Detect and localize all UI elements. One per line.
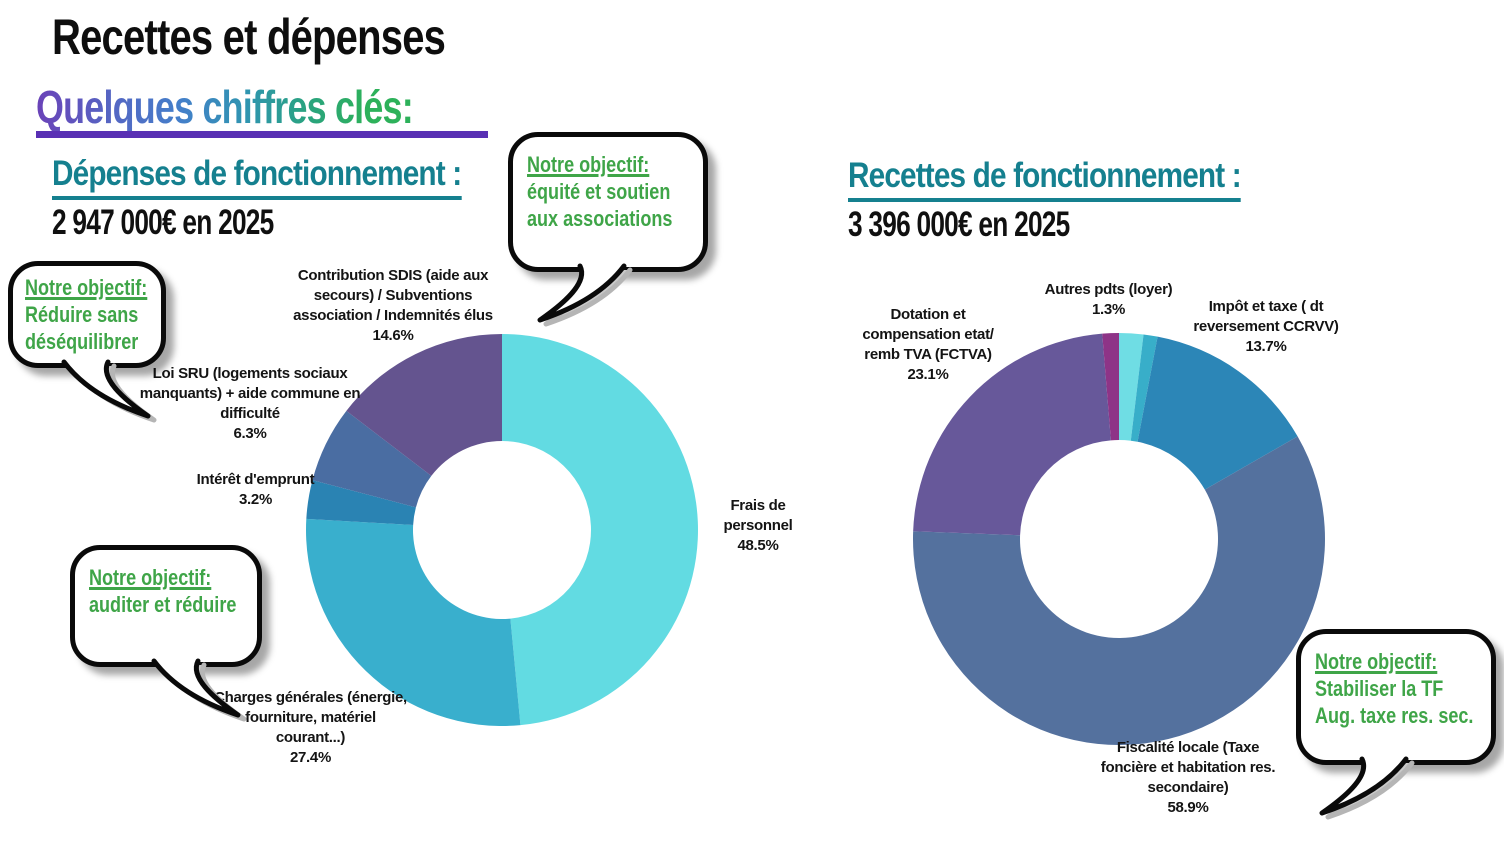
slice-label-pct: 6.3% xyxy=(233,425,267,442)
revenue-amount-text: 3 396 000€ en 2025 xyxy=(848,205,1070,244)
bubble-tail xyxy=(61,359,157,423)
revenue-heading-text: Recettes de fonctionnement : xyxy=(848,156,1242,202)
slice-label-interet-emprunt: Intérêt d'emprunt 3.2% xyxy=(178,470,333,510)
revenue-heading: Recettes de fonctionnement : xyxy=(848,156,1310,202)
slice-label-frais-personnel: Frais de personnel 48.5% xyxy=(698,496,818,556)
slice-label-text: Impôt et taxe ( dt reversement CCRVV) xyxy=(1193,298,1339,335)
revenue-amount: 3 396 000€ en 2025 xyxy=(848,205,1143,245)
slice-label-contribution-sdis: Contribution SDIS (aide aux secours) / S… xyxy=(258,266,528,346)
page-subtitle-text: Quelques chiffres clés: xyxy=(36,81,414,133)
donut-segment xyxy=(312,410,432,508)
donut-segment xyxy=(1137,336,1298,490)
callout-title: Notre objectif: xyxy=(527,152,650,177)
page-subtitle: Quelques chiffres clés: xyxy=(36,80,519,134)
expenses-heading-text: Dépenses de fonctionnement : xyxy=(52,154,462,200)
slice-label-text: Fiscalité locale (Taxe foncière et habit… xyxy=(1100,739,1276,796)
slice-label-pct: 1.3% xyxy=(1092,301,1125,318)
callout-auditer: Notre objectif: auditer et réduire xyxy=(70,545,262,667)
callout-body: Réduire sans déséquilibrer xyxy=(25,302,139,354)
bubble-tail xyxy=(537,263,633,327)
callout-body: auditer et réduire xyxy=(89,592,237,617)
donut-segment xyxy=(305,518,521,726)
slice-label-pct: 3.2% xyxy=(239,491,272,508)
slice-label-text: Intérêt d'emprunt xyxy=(196,471,315,488)
slice-label-text: Autres pdts (loyer) xyxy=(1044,281,1173,298)
slice-label-text: Dotation et compensation etat/ remb TVA … xyxy=(862,306,994,363)
expenses-amount: 2 947 000€ en 2025 xyxy=(52,203,347,243)
expenses-donut-chart xyxy=(305,334,698,726)
slice-label-dotation: Dotation et compensation etat/ remb TVA … xyxy=(844,305,1012,385)
slice-label-charges-generales: Charges générales (énergie, fourniture, … xyxy=(208,688,413,768)
slice-label-pct: 48.5% xyxy=(737,537,779,554)
slice-label-pct: 23.1% xyxy=(907,366,949,383)
donut-segment xyxy=(1130,334,1158,442)
callout-stabiliser: Notre objectif: Stabiliser la TF Aug. ta… xyxy=(1296,629,1496,765)
callout-reduire: Notre objectif: Réduire sans déséquilibr… xyxy=(8,261,166,368)
donut-segment xyxy=(1102,333,1119,441)
bubble-tail xyxy=(151,658,247,722)
slice-label-pct: 14.6% xyxy=(372,327,414,344)
expenses-heading: Dépenses de fonctionnement : xyxy=(52,154,534,200)
callout-equite: Notre objectif: équité et soutien aux as… xyxy=(508,132,708,272)
callout-title: Notre objectif: xyxy=(25,275,148,300)
expenses-amount-text: 2 947 000€ en 2025 xyxy=(52,203,274,242)
subtitle-underline xyxy=(36,131,488,138)
slice-label-loi-sru: Loi SRU (logements sociaux manquants) + … xyxy=(126,364,374,444)
callout-body: Stabiliser la TF Aug. taxe res. sec. xyxy=(1315,676,1474,728)
page-title: Recettes et dépenses xyxy=(52,8,543,66)
callout-title: Notre objectif: xyxy=(89,565,212,590)
slice-label-text: Frais de personnel xyxy=(723,497,793,534)
donut-segment xyxy=(306,480,416,525)
slice-label-impot-taxe: Impôt et taxe ( dt reversement CCRVV) 13… xyxy=(1176,297,1356,357)
bubble-tail xyxy=(1319,756,1415,820)
slice-label-text: Charges générales (énergie, fourniture, … xyxy=(214,689,407,746)
slice-label-pct: 13.7% xyxy=(1245,338,1287,355)
donut-segment xyxy=(1119,333,1144,441)
callout-body: équité et soutien aux associations xyxy=(527,179,673,231)
slice-label-pct: 58.9% xyxy=(1167,799,1209,816)
revenue-donut-chart xyxy=(913,333,1325,745)
donut-segment xyxy=(913,333,1111,536)
donut-segment xyxy=(346,334,502,476)
callout-title: Notre objectif: xyxy=(1315,649,1438,674)
slice-label-autres-pdts: Autres pdts (loyer) 1.3% xyxy=(1026,280,1191,320)
slice-label-text: Loi SRU (logements sociaux manquants) + … xyxy=(139,365,361,422)
slice-label-fiscalite-locale: Fiscalité locale (Taxe foncière et habit… xyxy=(1078,738,1298,818)
slice-label-text: Contribution SDIS (aide aux secours) / S… xyxy=(293,267,493,324)
donut-segment xyxy=(913,436,1325,745)
page-title-text: Recettes et dépenses xyxy=(52,9,446,65)
slice-label-pct: 27.4% xyxy=(289,749,332,766)
donut-segment xyxy=(502,334,698,726)
